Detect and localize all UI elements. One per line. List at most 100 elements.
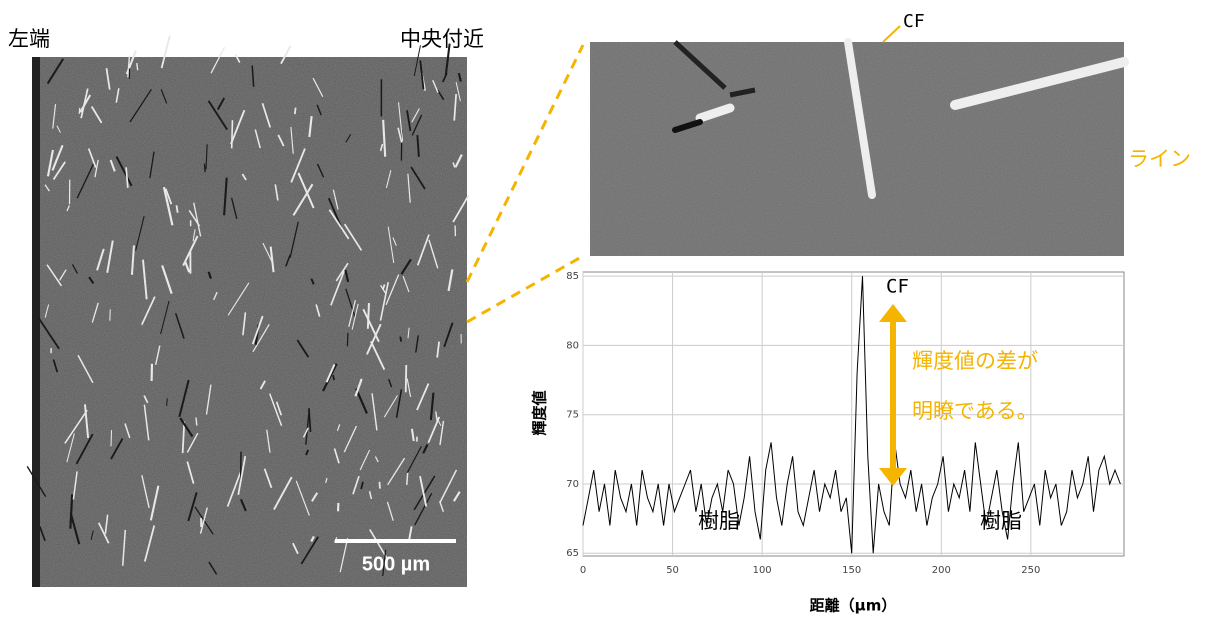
fiber-streak (252, 323, 270, 353)
fiber-streak (310, 535, 315, 543)
fiber-streak (382, 549, 387, 576)
fiber-streak (355, 388, 368, 414)
fiber-streak (104, 514, 109, 534)
fiber-streak (416, 134, 420, 157)
fiber-streak (44, 184, 50, 192)
zoom-fiber (695, 103, 735, 123)
fiber-streak (297, 172, 315, 209)
fiber-streak (52, 359, 59, 373)
fiber-streak (359, 449, 371, 471)
fiber-streak (175, 205, 179, 213)
fiber-streak (154, 345, 161, 365)
fiber-streak (292, 183, 314, 216)
fiber-streak (410, 166, 426, 190)
fiber-streak (411, 108, 420, 123)
arrow-head (879, 304, 907, 322)
fiber-streak (186, 461, 195, 484)
fiber-streak (69, 512, 81, 545)
fiber-streak (141, 296, 156, 326)
fiber-streak (199, 507, 208, 534)
fiber-streak (71, 264, 79, 274)
fiber-streak (262, 242, 274, 264)
fiber-streak (269, 393, 283, 426)
fiber-streak (266, 429, 271, 453)
fiber-streak (110, 430, 113, 447)
fiber-streak (121, 529, 127, 566)
fiber-streak (143, 395, 149, 404)
fiber-streak (343, 223, 363, 251)
fiber-streak (453, 93, 458, 121)
fiber-streak (296, 339, 310, 358)
note: 輝度値の差が (912, 349, 1038, 373)
fiber-streak (72, 471, 78, 500)
fiber-streak (316, 163, 325, 178)
fiber-streak (435, 411, 438, 422)
fiber-streak (422, 444, 429, 454)
fiber-streak (160, 35, 171, 69)
fiber-streak (162, 186, 174, 226)
fiber-streak (149, 485, 160, 521)
fiber-streak (452, 162, 456, 168)
y-tick-label: 80 (566, 340, 579, 351)
fiber-streak (166, 398, 168, 407)
fiber-streak (312, 77, 324, 98)
fiber-streak (227, 282, 250, 316)
fiber-streak (195, 417, 198, 426)
fiber-streak (216, 97, 226, 110)
line-label: ライン (1128, 147, 1191, 171)
fiber-streak (419, 476, 428, 507)
fiber-streak (295, 480, 310, 516)
left-end-label: 左端 (8, 27, 50, 51)
fiber-streak (251, 315, 264, 345)
fiber-streak (239, 498, 247, 512)
x-tick-label: 50 (666, 565, 679, 576)
fiber-streak (429, 392, 435, 421)
fiber-streak (310, 278, 315, 285)
fiber-streak (91, 302, 99, 323)
x-tick-label: 0 (580, 565, 586, 576)
fiber-streak (115, 88, 120, 103)
fiber-streak (407, 173, 411, 203)
zoom-fiber (729, 87, 756, 98)
fiber-streak (447, 269, 454, 292)
fiber-streak (187, 492, 198, 522)
fiber-streak (141, 475, 150, 509)
fiber-streak (241, 173, 247, 181)
fiber-streak (407, 327, 410, 339)
fiber-streak (205, 144, 208, 170)
fiber-streak (184, 261, 191, 273)
fiber-streak (293, 107, 297, 115)
ct-edge (32, 57, 40, 587)
fiber-streak (335, 262, 349, 282)
fiber-streak (179, 417, 194, 438)
fiber-streak (56, 125, 61, 133)
y-tick-label: 70 (566, 479, 579, 490)
fiber-streak (115, 156, 133, 187)
fiber-streak (77, 354, 94, 384)
fiber-streak (406, 110, 412, 132)
profile-line (582, 276, 1121, 554)
fiber-streak (344, 269, 350, 283)
fiber-streak (75, 433, 94, 465)
x-tick-label: 200 (932, 565, 951, 576)
fiber-streak (387, 457, 406, 486)
fiber-streak (259, 380, 266, 390)
fiber-streak (410, 428, 415, 442)
fiber-streak (149, 151, 155, 179)
fiber-streak (428, 239, 439, 269)
fiber-streak (343, 425, 358, 453)
fiber-streak (39, 526, 46, 542)
fiber-streak (292, 542, 299, 555)
resin-label: 樹脂 (980, 509, 1022, 533)
fiber-streak (397, 127, 403, 143)
fiber-streak (348, 300, 356, 327)
fiber-streak (455, 82, 461, 102)
fiber-streak (280, 45, 292, 65)
fiber-streak (44, 304, 50, 318)
fiber-streak (285, 254, 291, 267)
fiber-streak (269, 246, 275, 273)
zoom-fiber (844, 38, 876, 199)
fiber-streak (330, 270, 346, 306)
fiber-streak (66, 205, 70, 212)
y-tick-label: 85 (566, 271, 579, 282)
